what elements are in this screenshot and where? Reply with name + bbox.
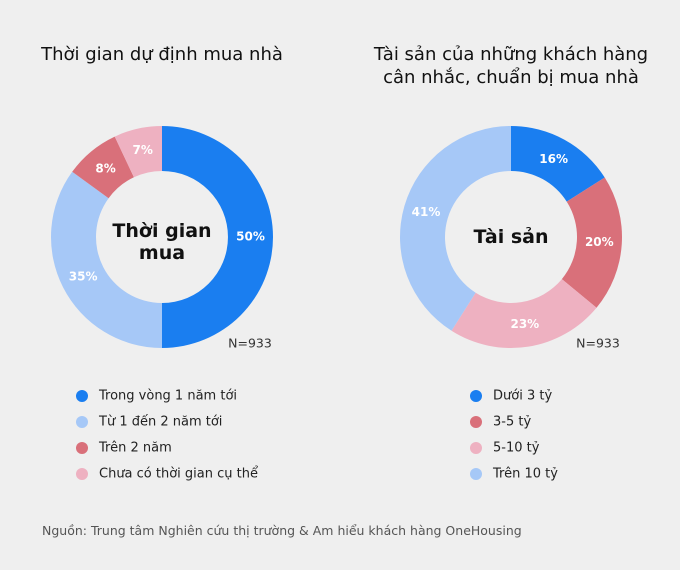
source: Nguồn: Trung tâm Nghiên cứu thị trường &… <box>42 523 522 538</box>
donut-slice <box>511 126 605 202</box>
legend-label: Trong vòng 1 năm tới <box>98 389 237 404</box>
data-label: 16% <box>539 152 568 166</box>
donut-slice <box>50 171 162 348</box>
data-label: 7% <box>133 143 153 157</box>
data-label: 35% <box>69 270 98 284</box>
legend-label: Dưới 3 tỷ <box>493 389 552 404</box>
legend-label: Từ 1 đến 2 năm tới <box>98 415 222 430</box>
donut-slice <box>162 126 273 348</box>
note: N=933 <box>228 336 272 351</box>
legend-marker <box>470 390 482 402</box>
data-label: 23% <box>510 317 539 331</box>
legend-label: Trên 10 tỷ <box>492 467 558 482</box>
legend-marker <box>470 416 482 428</box>
donut-slice <box>561 177 622 308</box>
chart-title: Thời gian dự định mua nhà <box>41 44 283 65</box>
donut-slice <box>72 136 134 199</box>
legend-label: Chưa có thời gian cụ thể <box>99 467 258 482</box>
center-label: Thời gian mua <box>112 220 212 264</box>
data-label: 8% <box>95 161 115 175</box>
legend-marker <box>470 442 482 454</box>
chart-title: Tài sản của những khách hàng cân nhắc, c… <box>373 44 649 88</box>
legend-marker <box>76 468 88 480</box>
donut-slice <box>114 126 162 178</box>
legend-marker <box>470 468 482 480</box>
data-label: 20% <box>585 235 614 249</box>
donut-slice <box>451 279 597 349</box>
legend-label: Trên 2 năm <box>98 441 172 456</box>
legend-marker <box>76 442 88 454</box>
legend-marker <box>76 390 88 402</box>
legend-marker <box>76 416 88 428</box>
data-label: 50% <box>236 230 265 244</box>
data-label: 41% <box>412 205 441 219</box>
donut-slice <box>399 126 511 331</box>
legend-label: 5-10 tỷ <box>493 441 540 456</box>
note: N=933 <box>576 336 620 351</box>
center-label: Tài sản <box>473 226 549 248</box>
legend-label: 3-5 tỷ <box>493 415 531 430</box>
